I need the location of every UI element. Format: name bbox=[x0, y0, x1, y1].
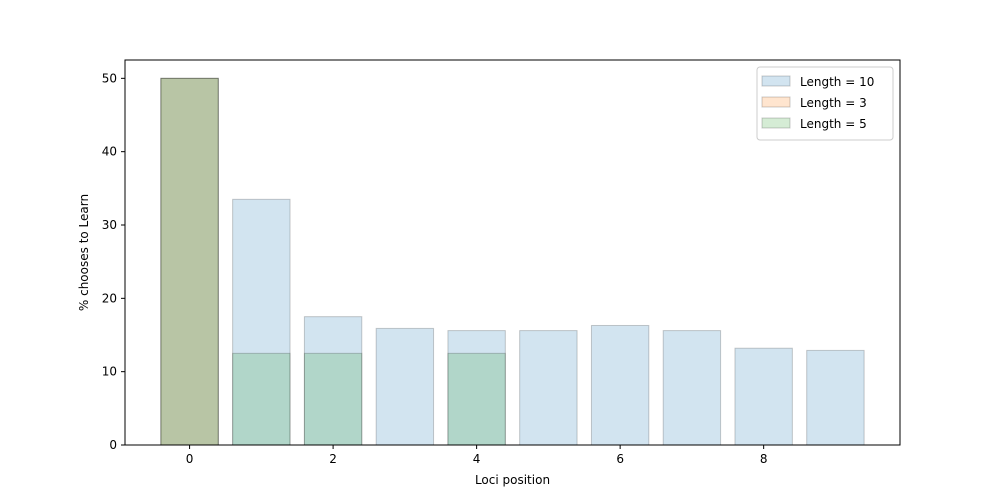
y-axis: 0 10 20 30 40 50 bbox=[102, 71, 125, 452]
bar-series-0-x-1 bbox=[232, 198, 291, 446]
bar-series-2-x-1 bbox=[232, 352, 291, 446]
bar-series-2-x-2 bbox=[303, 352, 363, 446]
y-tick-label: 30 bbox=[102, 218, 117, 232]
y-tick-label: 0 bbox=[109, 438, 117, 452]
x-tick-label: 6 bbox=[616, 452, 624, 466]
bar-series-1-x-0 bbox=[160, 77, 219, 446]
bar-series-0-x-2 bbox=[303, 316, 363, 446]
x-tick-label: 8 bbox=[760, 452, 768, 466]
y-axis-label: % chooses to Learn bbox=[77, 194, 91, 311]
bar-series-0-x-6 bbox=[590, 324, 650, 446]
y-tick-label: 20 bbox=[102, 291, 117, 305]
bar-series-0-x-3 bbox=[375, 327, 435, 446]
legend-entry-label: Length = 10 bbox=[800, 75, 874, 89]
plot-frame bbox=[124, 59, 901, 446]
x-tick-label: 0 bbox=[186, 452, 194, 466]
x-axis: 0 2 4 6 8 bbox=[186, 445, 768, 466]
x-axis-label: Loci position bbox=[475, 473, 550, 487]
legend: Length = 10 Length = 3 Length = 5 bbox=[756, 66, 894, 141]
legend-box bbox=[756, 66, 894, 141]
legend-entry-label: Length = 5 bbox=[800, 117, 867, 131]
bar-series-0-x-5 bbox=[519, 330, 578, 446]
bar-series-0-x-4 bbox=[447, 330, 506, 446]
legend-swatch bbox=[761, 75, 791, 87]
legend-swatch bbox=[761, 96, 791, 108]
x-tick-label: 2 bbox=[329, 452, 337, 466]
y-tick-label: 50 bbox=[102, 71, 117, 85]
bars-layer bbox=[160, 77, 865, 446]
legend-entry-label: Length = 3 bbox=[800, 96, 867, 110]
bar-series-0-x-7 bbox=[662, 330, 722, 446]
bar-series-0-x-0 bbox=[160, 77, 219, 446]
legend-swatch bbox=[761, 117, 791, 129]
bar-series-2-x-0 bbox=[160, 77, 219, 446]
y-tick-label: 40 bbox=[102, 145, 117, 159]
bar-series-0-x-8 bbox=[734, 347, 793, 446]
y-tick-label: 10 bbox=[102, 365, 117, 379]
x-tick-label: 4 bbox=[473, 452, 481, 466]
bar-series-2-x-4 bbox=[447, 352, 506, 446]
bar-series-0-x-9 bbox=[806, 349, 865, 446]
